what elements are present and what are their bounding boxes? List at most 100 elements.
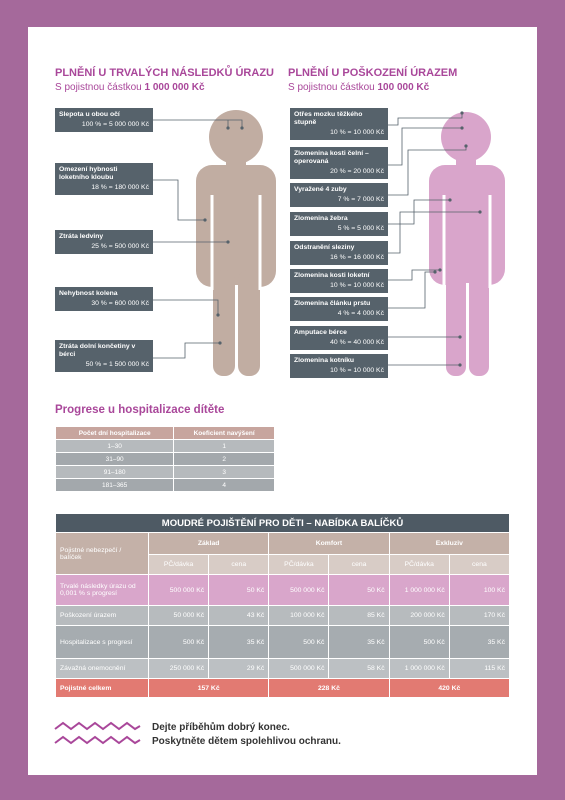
table-cell: 1 000 000 Kč xyxy=(388,658,450,679)
injury-value: 4 % = 4 000 Kč xyxy=(337,310,384,317)
injury-value: 16 % = 16 000 Kč xyxy=(330,254,384,261)
injury-box: Zlomenina kotníku 10 % = 10 000 Kč xyxy=(290,354,388,378)
table-cell: 1 xyxy=(173,439,275,453)
progression-table: Počet dní hospitalizace Koeficient navýše… xyxy=(54,426,275,492)
injury-label: Zlomenina žebra xyxy=(294,215,348,222)
injury-box: Otřes mozku těžkého stupně 10 % = 10 000 … xyxy=(290,108,388,140)
injury-value: 10 % = 10 000 Kč xyxy=(330,129,384,136)
injury-box: Vyražené 4 zuby 7 % = 7 000 Kč xyxy=(290,183,388,207)
corner-header: Pojistné nebezpečí / balíček xyxy=(55,532,149,575)
table-title: MOUDRÉ POJIŠTĚNÍ PRO DĚTI – NABÍDKA BALÍ… xyxy=(55,513,510,533)
table-cell: 29 Kč xyxy=(208,658,270,679)
injury-value: 5 % = 5 000 Kč xyxy=(337,225,384,232)
table-cell: 250 000 Kč xyxy=(147,658,210,679)
injury-label: Slepota u obou očí xyxy=(59,111,120,118)
total-value: 228 Kč xyxy=(268,678,390,698)
footer-line: Dejte příběhům dobrý konec. xyxy=(152,722,290,733)
injury-value: 20 % = 20 000 Kč xyxy=(330,168,384,175)
total-value: 157 Kč xyxy=(147,678,270,698)
package-header: Komfort xyxy=(268,532,390,555)
row-label: Poškození úrazem xyxy=(55,605,149,626)
table-row: Hospitalizace s progresí 500 Kč 35 Kč 500 K… xyxy=(55,625,511,659)
injury-label: Zlomenina článku prstu xyxy=(294,300,371,307)
table-cell: 500 000 Kč xyxy=(268,658,330,679)
injury-label: Nehybnost kolena xyxy=(59,290,118,297)
injury-label: Odstranění sleziny xyxy=(294,244,355,251)
table-cell: 500 Kč xyxy=(268,625,330,659)
table-cell: 50 000 Kč xyxy=(147,605,210,626)
injury-value: 50 % = 1 500 000 Kč xyxy=(85,361,149,368)
table-cell: 500 Kč xyxy=(388,625,450,659)
table-cell: 200 000 Kč xyxy=(388,605,450,626)
injury-box: Zlomenina kosti čelní – operovaná 20 % = … xyxy=(290,147,388,179)
injury-label: Amputace bérce xyxy=(294,329,347,336)
body-figure-right xyxy=(429,112,505,376)
table-cell: 100 Kč xyxy=(448,574,511,606)
table-cell: 3 xyxy=(173,465,275,479)
injury-value: 30 % = 600 000 Kč xyxy=(91,300,149,307)
subheader: PČ/dávka xyxy=(268,554,330,575)
table-cell: 115 Kč xyxy=(448,658,511,679)
total-label: Pojistné celkem xyxy=(55,678,149,698)
injury-box: Ztráta dolní končetiny v bérci 50 % = 1 5… xyxy=(55,340,153,372)
injury-box: Slepota u obou očí 100 % = 5 000 000 Kč xyxy=(55,108,153,132)
total-row: Pojistné celkem 157 Kč 228 Kč 420 Kč xyxy=(55,678,511,698)
injury-label: Vyražené 4 zuby xyxy=(294,186,347,193)
injury-box: Zlomenina žebra 5 % = 5 000 Kč xyxy=(290,212,388,236)
injury-value: 25 % = 500 000 Kč xyxy=(91,243,149,250)
subtitle-text: S pojistnou částkou xyxy=(288,82,375,93)
injury-label: Zlomenina kotníku xyxy=(294,357,355,364)
table-row: Trvalé následky úrazu od 0,001 % s progr… xyxy=(55,574,511,606)
table-cell: 35 Kč xyxy=(208,625,270,659)
subtitle-amount: 1 000 000 Kč xyxy=(144,82,205,93)
row-label: Hospitalizace s progresí xyxy=(55,625,149,659)
package-table: MOUDRÉ POJIŠTĚNÍ PRO DĚTI – NABÍDKA BALÍ… xyxy=(55,513,511,698)
table-cell: 91–180 xyxy=(54,465,175,479)
table-cell: 85 Kč xyxy=(328,605,390,626)
row-label: Závažná onemocnění xyxy=(55,658,149,679)
injury-label: Omezení hybnosti loketního kloubu xyxy=(59,166,118,181)
table-header: Počet dní hospitalizace xyxy=(54,426,175,440)
injury-value: 7 % = 7 000 Kč xyxy=(337,196,384,203)
table-cell: 2 xyxy=(173,452,275,466)
injury-box: Ztráta ledviny 25 % = 500 000 Kč xyxy=(55,230,153,254)
table-cell: 500 000 Kč xyxy=(147,574,210,606)
table-cell: 43 Kč xyxy=(208,605,270,626)
injury-value: 10 % = 10 000 Kč xyxy=(330,367,384,374)
subheader: PČ/dávka xyxy=(147,554,210,575)
injury-box: Amputace bérce 40 % = 40 000 Kč xyxy=(290,326,388,350)
footer: Dejte příběhům dobrý konec. Poskytněte d… xyxy=(152,721,341,749)
section-subtitle: S pojistnou částkou 100 000 Kč xyxy=(288,82,429,93)
table-title: Progrese u hospitalizace dítěte xyxy=(55,404,225,416)
section-title: PLNĚNÍ U POŠKOZENÍ ÚRAZEM xyxy=(288,67,458,79)
table-row: Závažná onemocnění 250 000 Kč 29 Kč 500 000… xyxy=(55,658,511,679)
zigzag-decoration xyxy=(54,721,141,745)
injury-value: 10 % = 10 000 Kč xyxy=(330,282,384,289)
table-cell: 500 000 Kč xyxy=(268,574,330,606)
injury-box: Zlomenina kosti loketní 10 % = 10 000 Kč xyxy=(290,269,388,293)
subtitle-amount: 100 000 Kč xyxy=(377,82,430,93)
injury-label: Ztráta ledviny xyxy=(59,233,104,240)
injury-box: Omezení hybnosti loketního kloubu 18 % = … xyxy=(55,163,153,195)
section-subtitle: S pojistnou částkou 1 000 000 Kč xyxy=(55,82,205,93)
injury-box: Odstranění sleziny 16 % = 16 000 Kč xyxy=(290,241,388,265)
injury-value: 40 % = 40 000 Kč xyxy=(330,339,384,346)
subtitle-text: S pojistnou částkou xyxy=(55,82,142,93)
table-cell: 100 000 Kč xyxy=(268,605,330,626)
body-figure-left xyxy=(196,110,276,376)
row-label: Trvalé následky úrazu od 0,001 % s progr… xyxy=(55,574,149,606)
injury-label: Zlomenina kosti loketní xyxy=(294,272,370,279)
subheader: PČ/dávka xyxy=(388,554,450,575)
section-title: PLNĚNÍ U TRVALÝCH NÁSLEDKŮ ÚRAZU xyxy=(55,67,274,79)
table-cell: 4 xyxy=(173,478,275,492)
subheader: cena xyxy=(328,554,390,575)
table-cell: 181–365 xyxy=(54,478,175,492)
injury-value: 100 % = 5 000 000 Kč xyxy=(81,121,149,128)
subheader: cena xyxy=(448,554,511,575)
package-header: Základ xyxy=(147,532,270,555)
injury-box: Zlomenina článku prstu 4 % = 4 000 Kč xyxy=(290,297,388,321)
table-cell: 31–90 xyxy=(54,452,175,466)
table-cell: 35 Kč xyxy=(328,625,390,659)
